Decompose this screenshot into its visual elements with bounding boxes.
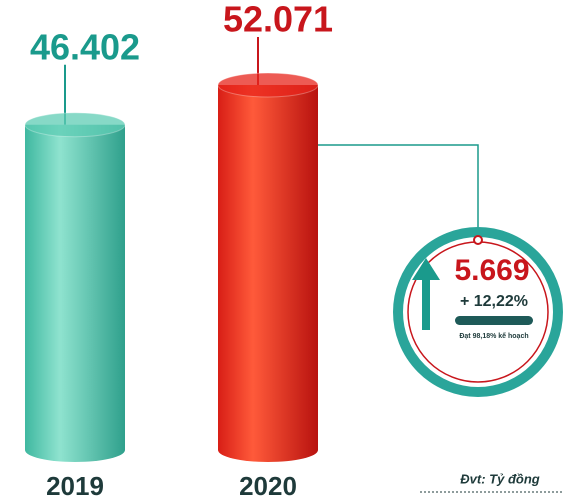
cylinder-top (24, 112, 126, 138)
cylinder-top (217, 72, 319, 98)
callout-ring (393, 227, 563, 397)
note: Đạt 98,18% kế hoạch (459, 332, 528, 340)
value-label: 52.071 (223, 0, 333, 40)
unit: Đvt: Tỷ đồng (460, 471, 539, 486)
connector-dot (473, 235, 483, 245)
cylinder (25, 124, 125, 450)
pill (455, 316, 533, 325)
category-label: 2020 (239, 471, 297, 501)
category-label: 2019 (46, 471, 104, 501)
cylinder (218, 85, 318, 450)
difference: 5.669 (454, 254, 529, 287)
connector (318, 144, 479, 240)
growth: + 12,22% (460, 293, 528, 310)
value-label: 46.402 (30, 26, 140, 67)
up-arrow (412, 258, 440, 330)
